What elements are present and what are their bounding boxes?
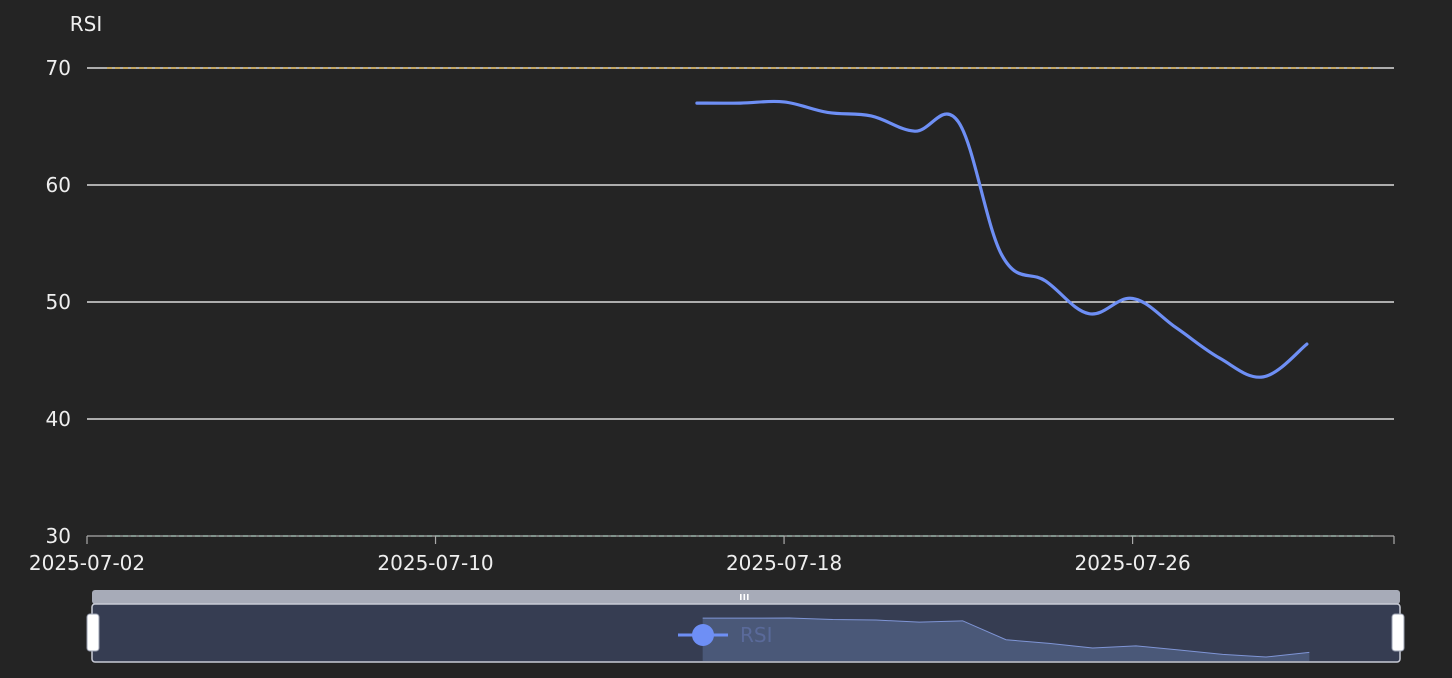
y-tick-label: 70	[46, 56, 71, 80]
data-zoom-left-handle[interactable]	[86, 613, 100, 652]
data-zoom-slider[interactable]: RSI	[86, 590, 1405, 663]
data-zoom-preview-area	[702, 618, 1310, 661]
legend[interactable]: RSI	[678, 623, 773, 647]
y-axis-ticks: 30 40 50 60 70	[46, 56, 71, 548]
y-tick-label: 50	[46, 290, 71, 314]
data-zoom-move-handle[interactable]	[740, 594, 749, 600]
grid-lines	[87, 67, 1394, 420]
legend-marker-rsi	[692, 624, 714, 646]
legend-label-rsi[interactable]: RSI	[740, 623, 773, 647]
data-zoom-top-bar[interactable]	[92, 590, 1400, 604]
data-zoom-preview-line	[702, 617, 1310, 658]
series-line-rsi	[695, 99, 1309, 379]
x-tick-label: 2025-07-10	[377, 551, 493, 575]
x-tick-label: 2025-07-02	[29, 551, 145, 575]
x-tick-label: 2025-07-26	[1074, 551, 1190, 575]
x-tick-label: 2025-07-18	[726, 551, 842, 575]
y-axis-title: RSI	[70, 12, 103, 36]
y-tick-label: 40	[46, 407, 71, 431]
x-axis: 2025-07-02 2025-07-10 2025-07-18 2025-07-26	[29, 535, 1395, 575]
y-tick-label: 60	[46, 173, 71, 197]
y-tick-label: 30	[46, 524, 71, 548]
series-lines	[695, 99, 1309, 379]
data-zoom-right-handle[interactable]	[1391, 613, 1405, 652]
